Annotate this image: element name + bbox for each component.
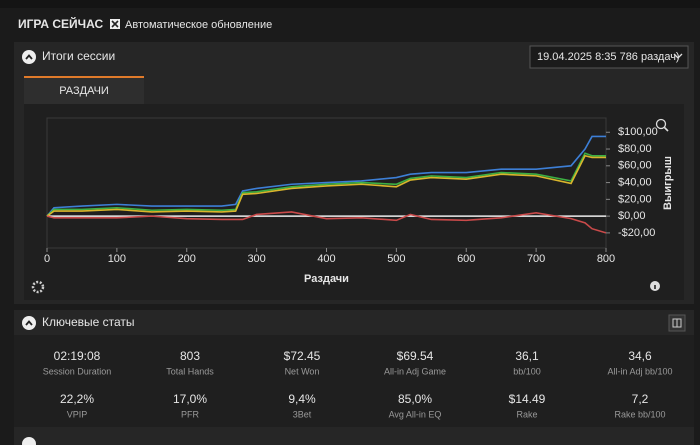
stats-grid <box>14 335 694 427</box>
stat-value: $69.54 <box>397 349 434 363</box>
panel-title: Итоги сессии <box>42 49 115 63</box>
tab[interactable] <box>24 76 144 104</box>
collapse-button[interactable] <box>22 437 36 445</box>
y-tick-label: $0,00 <box>618 210 646 222</box>
x-tick-label: 700 <box>527 253 545 265</box>
y-axis-title: Выигрыш <box>662 156 674 210</box>
x-tick-label: 500 <box>387 253 405 265</box>
panel-title: Ключевые статы <box>42 315 135 329</box>
dropdown-arrow <box>673 53 683 59</box>
chart: -$20,00 $0,00 $20,00 $40,00 $60,00 $80,00 $100… <box>44 117 674 285</box>
series-line <box>46 211 607 234</box>
stat-label: Total Hands <box>166 366 214 376</box>
chevron <box>25 54 33 60</box>
stat-value: 36,1 <box>515 349 539 363</box>
stat-value: 02:19:08 <box>54 349 101 363</box>
stat-value: $72.45 <box>284 349 321 363</box>
stat-value: $14.49 <box>509 392 546 406</box>
y-tick-label: $80,00 <box>618 143 652 155</box>
stat-value: 22,2% <box>60 392 94 406</box>
x-tick-label: 100 <box>108 253 126 265</box>
zoom-icon[interactable] <box>655 118 667 130</box>
stat-value: 9,4% <box>288 392 316 406</box>
session-select-text: 19.04.2025 8:35 786 раздач) <box>537 51 680 63</box>
auto-refresh-label[interactable]: Автоматическое обновление <box>125 19 272 31</box>
info-glyph <box>654 285 656 289</box>
series-line <box>46 135 606 217</box>
tab-label: РАЗДАЧИ <box>59 85 109 97</box>
y-tick-label: -$20,00 <box>618 227 655 239</box>
page-title: ИГРА СЕЙЧАС <box>18 16 103 31</box>
stat-label: Avg All-in EQ <box>389 409 442 419</box>
stat-label: Net Won <box>285 366 320 376</box>
stat-value: 7,2 <box>632 392 649 406</box>
next-panel <box>14 434 694 445</box>
stats: 02:19:08 Session Duration 803 Total Hands $7… <box>43 349 673 419</box>
zoom-handle <box>663 126 669 132</box>
stat-label: Rake <box>516 409 537 419</box>
stat-label: bb/100 <box>513 366 541 376</box>
x-tick-label: 800 <box>597 253 615 265</box>
series-line <box>46 152 606 217</box>
x-tick-label: 600 <box>457 253 475 265</box>
stat-label: VPIP <box>67 409 88 419</box>
x-tick-label: 200 <box>178 253 196 265</box>
series-line <box>46 154 606 217</box>
top-strip <box>0 0 700 8</box>
x-tick-label: 0 <box>44 253 50 265</box>
stat-label: 3Bet <box>293 409 312 419</box>
x-axis-title: Раздачи <box>304 273 349 285</box>
y-tick-label: $100,00 <box>618 126 658 138</box>
stat-value: 803 <box>180 349 200 363</box>
tab-indicator <box>24 76 144 78</box>
x-tick-label: 300 <box>247 253 265 265</box>
check-mark <box>111 20 119 28</box>
stat-value: 85,0% <box>398 392 432 406</box>
y-tick-label: $20,00 <box>618 193 652 205</box>
y-tick-label: $60,00 <box>618 160 652 172</box>
stat-label: Session Duration <box>43 366 112 376</box>
x-tick-label: 400 <box>317 253 335 265</box>
collapse-button[interactable] <box>22 316 36 330</box>
session-select[interactable] <box>529 45 689 69</box>
y-tick-label: $40,00 <box>618 176 652 188</box>
stat-value: 17,0% <box>173 392 207 406</box>
chevron <box>25 320 33 326</box>
stat-label: All-in Adj bb/100 <box>607 366 672 376</box>
stat-label: PFR <box>181 409 200 419</box>
collapse-button[interactable] <box>22 50 36 64</box>
stat-label: All-in Adj Game <box>384 366 446 376</box>
settings-icon[interactable] <box>31 280 45 294</box>
stat-label: Rake bb/100 <box>614 409 665 419</box>
stat-value: 34,6 <box>628 349 652 363</box>
